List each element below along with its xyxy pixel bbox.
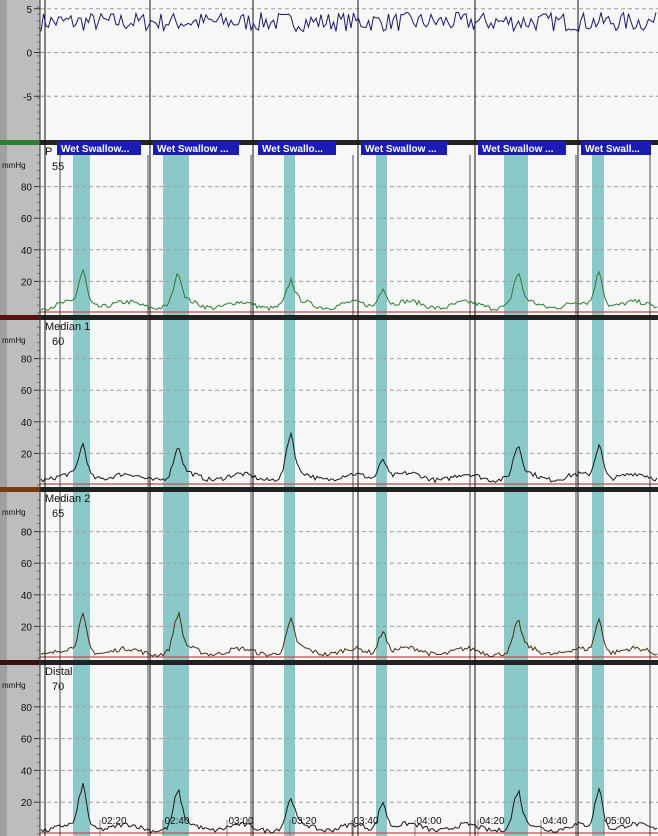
pressure-trace [40, 610, 658, 658]
event-label-text: Wet Swallow... [61, 144, 130, 155]
swallow-band [592, 155, 604, 836]
event-label[interactable]: Wet Swallow... [57, 141, 141, 155]
channel-color-band [0, 660, 40, 665]
y-tick-label: 60 [21, 386, 33, 397]
swallow-band [376, 155, 387, 836]
event-label[interactable]: Wet Swallow ... [478, 141, 566, 155]
panel-distal: 80 60 40 20 mmHg Distal 70 [0, 660, 658, 836]
time-tick-label: 03:40 [353, 816, 378, 827]
y-tick-label: 20 [21, 798, 33, 809]
scroll-margin [0, 0, 7, 836]
time-tick-label: 04:40 [542, 816, 567, 827]
event-label[interactable]: Wet Swallow ... [153, 141, 239, 155]
event-label-bg [258, 141, 336, 155]
panel-median-2: 80 60 40 20 mmHg Median 2 65 [0, 487, 658, 660]
event-label-bg [581, 141, 651, 155]
panel-separator [0, 487, 658, 492]
pressure-trace [40, 431, 658, 484]
event-label-text: Wet Swallow ... [157, 144, 229, 155]
y-tick-label: 60 [21, 214, 33, 225]
time-tick-label: 04:20 [479, 816, 504, 827]
y-tick-label: 80 [21, 355, 33, 366]
swallow-band [73, 155, 90, 836]
time-axis: 02:20 02:40 03:00 03:20 03:40 04:00 04:20 04:40… [99, 816, 631, 836]
y-tick-label: 40 [21, 591, 33, 602]
channel-name: Median 2 [45, 493, 90, 505]
y-tick-label: 40 [21, 766, 33, 777]
panel-median-1: 80 60 40 20 mmHg Median 1 60 [0, 315, 658, 487]
channel-name: Distal [45, 666, 73, 678]
channel-position: 60 [52, 336, 64, 348]
y-tick-label: 5 [26, 5, 32, 16]
pressure-trace [40, 268, 658, 312]
channel-position: 55 [52, 161, 64, 173]
panel-wave: 5 0 -5 [23, 0, 658, 140]
event-label-text: Wet Swallow ... [482, 144, 554, 155]
swallow-bands [73, 155, 604, 836]
y-axis-unit: mmHg [2, 508, 26, 517]
event-label-bg [57, 141, 141, 155]
y-tick-label: 60 [21, 735, 33, 746]
time-tick-label: 02:20 [101, 816, 126, 827]
event-labels: Wet Swallow... Wet Swallow ... Wet Swallo.… [57, 141, 651, 155]
time-tick-label: 03:20 [291, 816, 316, 827]
channel-name: Median 1 [45, 321, 90, 333]
panel-separator [0, 660, 658, 665]
channel-position: 70 [52, 681, 64, 693]
y-tick-label: 20 [21, 277, 33, 288]
event-boundaries [44, 0, 651, 836]
event-label[interactable]: Wet Swallow ... [361, 141, 447, 155]
channel-color-band [0, 140, 40, 145]
panel-separator [0, 315, 658, 320]
event-label-text: Wet Swall... [585, 144, 640, 155]
y-tick-label: 40 [21, 418, 33, 429]
y-tick-label: 60 [21, 559, 33, 570]
event-label-bg [478, 141, 566, 155]
channel-color-band [0, 315, 40, 320]
y-tick-label: 0 [26, 49, 32, 60]
y-tick-label: 20 [21, 449, 33, 460]
y-axis-unit: mmHg [2, 336, 26, 345]
y-tick-label: 80 [21, 703, 33, 714]
pressure-trace [40, 783, 658, 834]
time-tick-label: 03:00 [228, 816, 253, 827]
event-label-bg [361, 141, 447, 155]
channel-color-band [0, 487, 40, 492]
event-label-text: Wet Swallo... [262, 144, 323, 155]
swallow-band [284, 155, 295, 836]
time-tick-label: 05:00 [605, 816, 630, 827]
y-tick-label: 40 [21, 246, 33, 257]
event-label[interactable]: Wet Swallo... [258, 141, 336, 155]
time-tick-label: 04:00 [416, 816, 441, 827]
event-label-text: Wet Swallow ... [365, 144, 437, 155]
swallow-band [163, 155, 189, 836]
wave-trace [40, 11, 657, 33]
swallow-band [504, 155, 528, 836]
y-tick-label: 80 [21, 528, 33, 539]
y-tick-label: 80 [21, 183, 33, 194]
channel-position: 65 [52, 508, 64, 520]
channel-name: P [45, 146, 52, 158]
event-label-bg [153, 141, 239, 155]
time-tick-label: 02:40 [164, 816, 189, 827]
event-label[interactable]: Wet Swall... [581, 141, 651, 155]
y-tick-label: -5 [23, 92, 32, 103]
y-tick-label: 20 [21, 622, 33, 633]
y-axis-unit: mmHg [2, 161, 26, 170]
y-axis-unit: mmHg [2, 681, 26, 690]
